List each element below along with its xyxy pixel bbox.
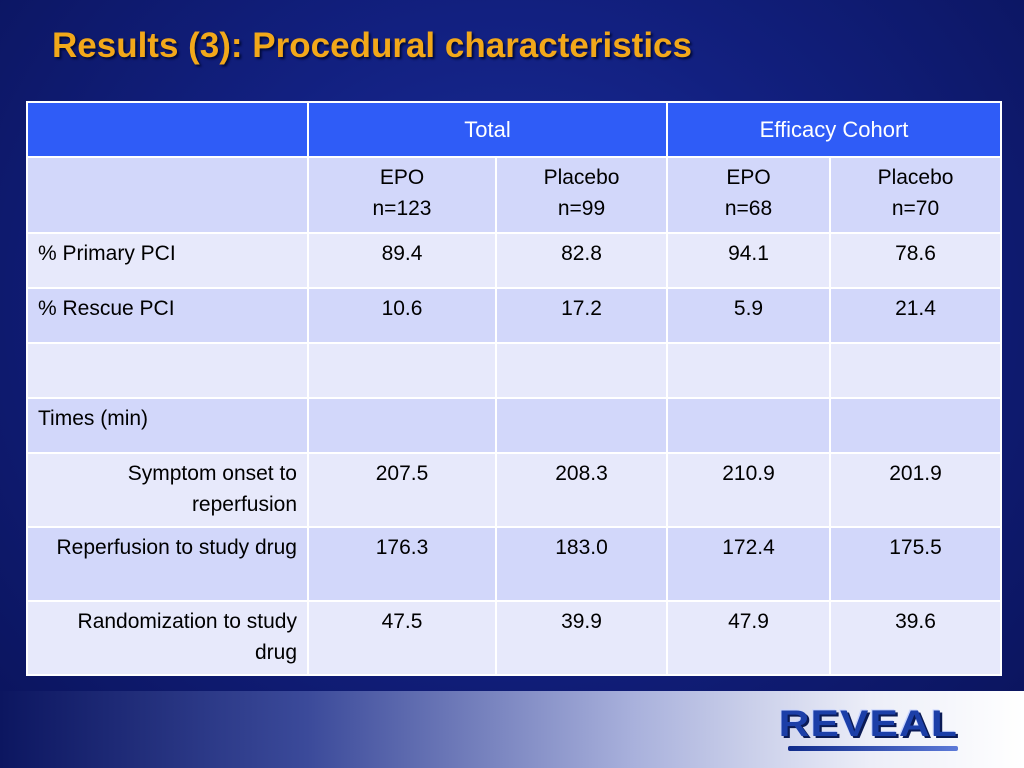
table-row-times: Times (min) — [26, 397, 1003, 454]
cell-value: 208.3 — [494, 452, 669, 528]
cell-value: 82.8 — [494, 232, 669, 289]
cell-value — [494, 342, 669, 399]
subheader-total-placebo: Placebo n=99 — [494, 156, 669, 234]
cell-value: 47.9 — [666, 600, 832, 676]
cell-value: 183.0 — [494, 526, 669, 602]
cell-value — [307, 397, 497, 454]
footer-band — [0, 691, 1024, 768]
cell-value: 10.6 — [307, 287, 497, 344]
cell-value — [666, 397, 832, 454]
row-label: Times (min) — [26, 397, 309, 454]
table-row-symptom-onset: Symptom onset to reperfusion 207.5 208.3… — [26, 452, 1003, 528]
cell-value: 94.1 — [666, 232, 832, 289]
cell-value: 175.5 — [829, 526, 1003, 602]
subheader-efficacy-placebo: Placebo n=70 — [829, 156, 1003, 234]
table-row-randomization-to-drug: Randomization to study drug 47.5 39.9 47… — [26, 600, 1003, 676]
header-efficacy-cohort: Efficacy Cohort — [666, 101, 1003, 158]
cell-value — [307, 342, 497, 399]
subheader-label: EPO — [726, 166, 771, 189]
cell-value: 5.9 — [666, 287, 832, 344]
subheader-count: n=99 — [557, 197, 606, 220]
row-label: % Primary PCI — [26, 232, 309, 289]
row-label — [26, 342, 309, 399]
table-row-primary-pci: % Primary PCI 89.4 82.8 94.1 78.6 — [26, 232, 1003, 289]
cell-value — [829, 342, 1003, 399]
cell-value: 207.5 — [307, 452, 497, 528]
table-subheader-row: EPO n=123 Placebo n=99 EPO n=68 Placebo n=70 — [26, 156, 1003, 234]
cell-value: 89.4 — [307, 232, 497, 289]
header-total: Total — [306, 101, 669, 158]
subheader-label: EPO — [379, 166, 425, 189]
subheader-count: n=70 — [891, 197, 940, 220]
slide-title: Results (3): Procedural characteristics — [52, 26, 692, 65]
cell-value: 39.6 — [829, 600, 1003, 676]
reveal-logo: REVEAL — [778, 703, 958, 744]
results-table: Total Efficacy Cohort EPO n=123 Placebo n=… — [26, 101, 1003, 676]
cell-value: 47.5 — [307, 600, 497, 676]
cell-value: 39.9 — [494, 600, 669, 676]
subheader-label: Placebo — [877, 166, 954, 189]
table-row-reperfusion-to-drug: Reperfusion to study drug 176.3 183.0 17… — [26, 526, 1003, 602]
row-label: Reperfusion to study drug — [26, 526, 309, 602]
row-label: Symptom onset to reperfusion — [26, 452, 309, 528]
cell-value — [494, 397, 669, 454]
cell-value: 17.2 — [494, 287, 669, 344]
cell-value: 201.9 — [829, 452, 1003, 528]
cell-value: 21.4 — [829, 287, 1003, 344]
table-row-rescue-pci: % Rescue PCI 10.6 17.2 5.9 21.4 — [26, 287, 1003, 344]
cell-value — [829, 397, 1003, 454]
table-group-header-row: Total Efficacy Cohort — [26, 101, 1003, 158]
cell-value: 78.6 — [829, 232, 1003, 289]
row-label: % Rescue PCI — [26, 287, 309, 344]
row-label: Randomization to study drug — [26, 600, 309, 676]
subheader-total-epo: EPO n=123 — [307, 156, 497, 234]
logo-underline — [788, 746, 958, 751]
subheader-count: n=123 — [372, 197, 432, 220]
subheader-label: Placebo — [543, 166, 620, 189]
table-row-blank — [26, 342, 1003, 399]
header-corner-cell — [26, 101, 309, 158]
subheader-efficacy-epo: EPO n=68 — [666, 156, 832, 234]
subheader-corner-cell — [26, 156, 309, 234]
cell-value: 176.3 — [307, 526, 497, 602]
cell-value — [666, 342, 832, 399]
cell-value: 210.9 — [666, 452, 832, 528]
cell-value: 172.4 — [666, 526, 832, 602]
subheader-count: n=68 — [724, 197, 773, 220]
